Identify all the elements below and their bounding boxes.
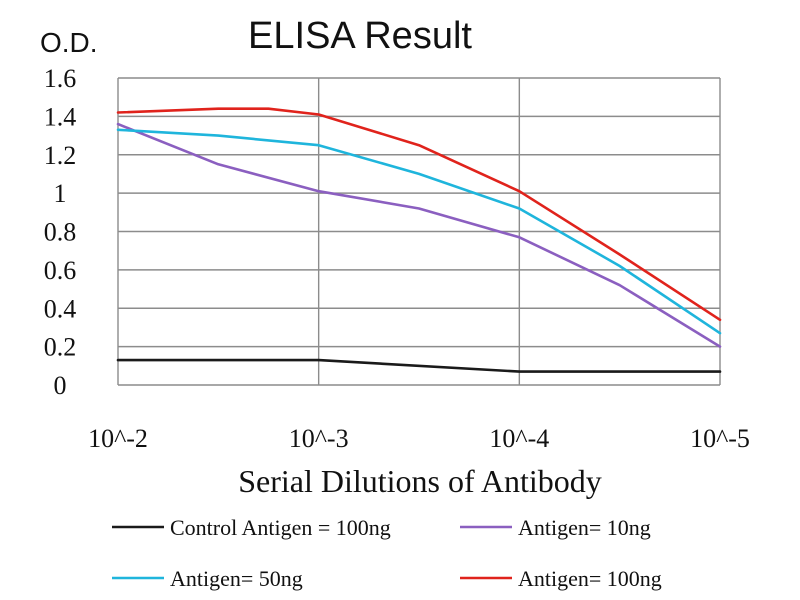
y-tick-label: 1.6 bbox=[44, 64, 77, 93]
y-tick-labels: 0 0.2 0.4 0.6 0.8 1 1.2 1.4 1.6 bbox=[44, 64, 77, 400]
y-tick-label: 0.4 bbox=[44, 294, 77, 323]
legend-label: Antigen= 100ng bbox=[518, 566, 662, 591]
y-tick-label: 0.2 bbox=[44, 333, 77, 362]
series-line-1 bbox=[116, 122, 722, 348]
y-axis-label: O.D. bbox=[40, 27, 98, 58]
legend-label: Antigen= 10ng bbox=[518, 515, 651, 540]
y-tick-label: 0.6 bbox=[44, 256, 77, 285]
x-tick-labels: 10^-2 10^-3 10^-4 10^-5 bbox=[88, 424, 750, 453]
series-line-2 bbox=[116, 128, 722, 335]
y-tick-label: 1 bbox=[54, 179, 67, 208]
grid bbox=[117, 77, 721, 386]
chart-title: ELISA Result bbox=[248, 15, 472, 57]
y-tick-label: 0 bbox=[54, 371, 67, 400]
legend: Control Antigen = 100ng Antigen= 10ng Anti… bbox=[112, 515, 662, 591]
x-tick-label: 10^-2 bbox=[88, 424, 148, 453]
series-line-3 bbox=[116, 107, 722, 322]
x-axis-label: Serial Dilutions of Antibody bbox=[238, 463, 602, 499]
x-tick-label: 10^-5 bbox=[690, 424, 750, 453]
x-tick-label: 10^-4 bbox=[489, 424, 549, 453]
y-tick-label: 1.2 bbox=[44, 141, 77, 170]
series-line-0 bbox=[116, 358, 722, 373]
x-tick-label: 10^-3 bbox=[289, 424, 349, 453]
y-tick-label: 0.8 bbox=[44, 218, 77, 247]
series-lines bbox=[116, 107, 722, 373]
legend-label: Antigen= 50ng bbox=[170, 566, 303, 591]
legend-label: Control Antigen = 100ng bbox=[170, 515, 391, 540]
y-tick-label: 1.4 bbox=[44, 102, 77, 131]
